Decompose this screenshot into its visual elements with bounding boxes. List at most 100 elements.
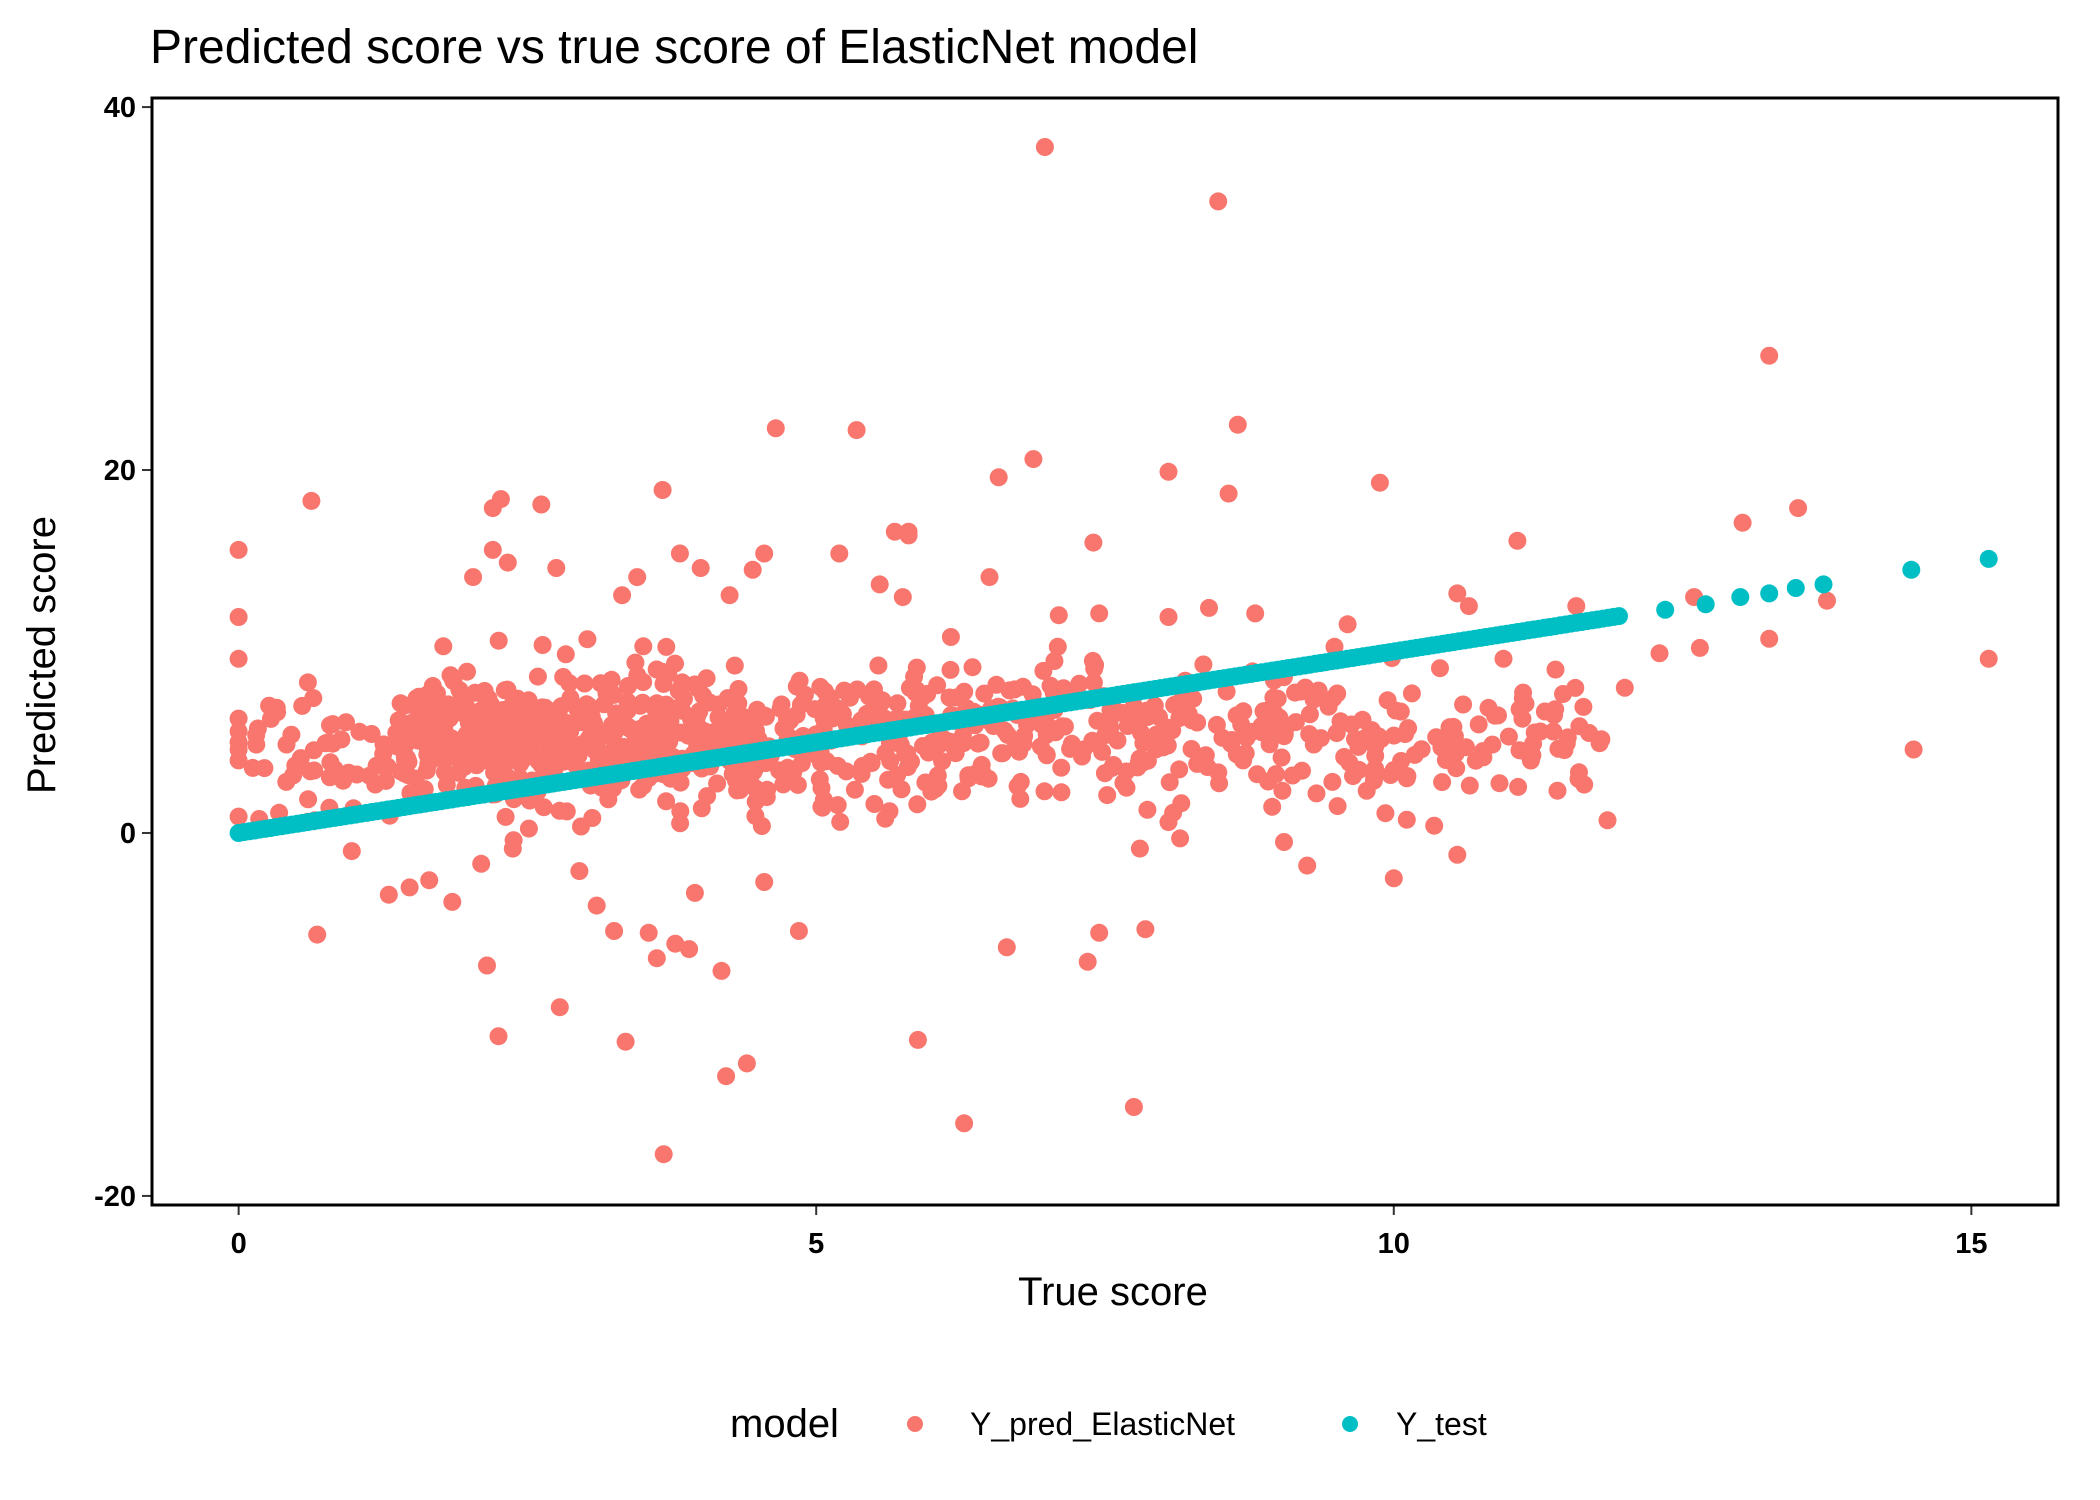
data-point-y-pred-elasticnet: [997, 938, 1016, 957]
data-point-y-pred-elasticnet: [941, 628, 960, 646]
data-point-y-pred-elasticnet: [1460, 776, 1479, 795]
data-point-y-pred-elasticnet: [293, 696, 312, 715]
data-point-y-pred-elasticnet: [301, 762, 320, 781]
data-point-y-pred-elasticnet: [1283, 766, 1302, 785]
data-point-y-pred-elasticnet: [409, 700, 427, 719]
data-point-y-pred-elasticnet: [973, 763, 992, 782]
data-point-y-pred-elasticnet: [892, 780, 911, 799]
data-point-y-pred-elasticnet: [789, 922, 808, 940]
data-point-y-pred-elasticnet: [647, 660, 666, 679]
data-point-y-pred-elasticnet: [1733, 513, 1752, 532]
data-point-y-test: [1696, 595, 1715, 614]
data-point-y-pred-elasticnet: [1035, 782, 1054, 801]
data-point-y-pred-elasticnet: [547, 559, 566, 577]
data-point-y-pred-elasticnet: [1049, 606, 1068, 625]
data-point-y-pred-elasticnet: [400, 878, 419, 897]
data-point-y-pred-elasticnet: [1275, 833, 1293, 851]
data-point-y-pred-elasticnet: [1300, 705, 1319, 724]
data-point-y-pred-elasticnet: [914, 737, 932, 755]
data-point-y-pred-elasticnet: [888, 694, 907, 713]
data-point-y-pred-elasticnet: [577, 695, 596, 714]
data-point-y-pred-elasticnet: [691, 559, 710, 577]
data-point-y-pred-elasticnet: [675, 689, 693, 708]
data-point-y-pred-elasticnet: [1570, 763, 1588, 782]
data-point-y-pred-elasticnet: [685, 883, 704, 902]
data-point-y-pred-elasticnet: [229, 807, 248, 826]
data-point-y-pred-elasticnet: [653, 481, 672, 499]
data-point-y-pred-elasticnet: [1200, 598, 1218, 617]
data-point-y-pred-elasticnet: [1425, 816, 1444, 835]
data-point-y-pred-elasticnet: [1159, 719, 1178, 738]
data-point-y-pred-elasticnet: [1052, 758, 1071, 777]
data-point-y-pred-elasticnet: [654, 1145, 673, 1164]
data-point-y-pred-elasticnet: [267, 698, 286, 717]
data-point-y-pred-elasticnet: [1054, 679, 1073, 698]
data-point-y-pred-elasticnet: [1598, 811, 1617, 830]
data-point-y-pred-elasticnet: [631, 696, 650, 715]
data-point-y-pred-elasticnet: [1650, 644, 1669, 663]
data-point-y-pred-elasticnet: [975, 684, 994, 703]
data-point-y-pred-elasticnet: [1159, 608, 1178, 626]
data-point-y-pred-elasticnet: [1264, 688, 1283, 707]
data-point-y-pred-elasticnet: [291, 749, 310, 768]
data-point-y-pred-elasticnet: [1248, 765, 1267, 784]
data-point-y-pred-elasticnet: [474, 726, 493, 745]
data-point-y-pred-elasticnet: [1210, 774, 1229, 793]
data-point-y-test: [1656, 600, 1675, 619]
data-point-y-pred-elasticnet: [528, 667, 547, 686]
y-tick-label: 40: [104, 92, 136, 124]
data-point-y-pred-elasticnet: [489, 1027, 508, 1046]
data-point-y-pred-elasticnet: [835, 681, 854, 700]
data-point-y-pred-elasticnet: [418, 745, 437, 764]
data-point-y-pred-elasticnet: [1171, 829, 1190, 848]
data-point-y-pred-elasticnet: [628, 666, 647, 685]
data-point-y-pred-elasticnet: [730, 728, 748, 747]
data-point-y-pred-elasticnet: [795, 685, 814, 704]
data-point-y-pred-elasticnet: [1159, 813, 1178, 832]
data-point-y-pred-elasticnet: [755, 873, 774, 891]
data-point-y-pred-elasticnet: [1328, 797, 1347, 816]
data-point-y-pred-elasticnet: [1304, 690, 1323, 709]
data-point-y-pred-elasticnet: [657, 637, 676, 656]
legend-key-y-test: [1342, 1416, 1358, 1432]
data-point-y-pred-elasticnet: [1209, 192, 1228, 211]
data-point-y-pred-elasticnet: [325, 760, 344, 779]
data-point-y-pred-elasticnet: [1323, 772, 1342, 791]
data-point-y-pred-elasticnet: [229, 649, 248, 668]
data-point-y-pred-elasticnet: [908, 795, 927, 814]
data-point-y-pred-elasticnet: [424, 712, 443, 731]
data-point-y-pred-elasticnet: [1070, 674, 1089, 693]
data-point-y-pred-elasticnet: [459, 713, 478, 732]
data-point-y-pred-elasticnet: [572, 817, 590, 836]
data-point-y-pred-elasticnet: [1535, 702, 1554, 721]
chart-title: Predicted score vs true score of Elastic…: [150, 21, 1198, 74]
data-point-y-pred-elasticnet: [1344, 767, 1362, 786]
data-point-y-pred-elasticnet: [534, 798, 553, 817]
data-point-y-pred-elasticnet: [643, 735, 662, 754]
data-point-y-pred-elasticnet: [599, 790, 618, 809]
data-point-y-pred-elasticnet: [712, 961, 731, 980]
data-point-y-pred-elasticnet: [1103, 758, 1121, 777]
data-point-y-pred-elasticnet: [533, 636, 552, 654]
data-point-y-pred-elasticnet: [1228, 415, 1247, 434]
data-point-y-pred-elasticnet: [1448, 584, 1467, 603]
data-point-y-pred-elasticnet: [243, 758, 262, 777]
data-point-y-pred-elasticnet: [532, 495, 551, 514]
data-point-y-pred-elasticnet: [481, 695, 500, 714]
data-point-y-pred-elasticnet: [1494, 649, 1513, 668]
data-point-y-pred-elasticnet: [1440, 718, 1459, 737]
data-point-y-pred-elasticnet: [456, 738, 475, 757]
data-point-y-pred-elasticnet: [1090, 923, 1109, 942]
data-point-y-pred-elasticnet: [1100, 712, 1119, 731]
data-point-y-pred-elasticnet: [1272, 748, 1291, 767]
data-point-y-pred-elasticnet: [498, 680, 517, 699]
data-point-y-pred-elasticnet: [1469, 715, 1488, 734]
data-point-y-pred-elasticnet: [1045, 652, 1064, 670]
data-point-y-pred-elasticnet: [1818, 591, 1836, 610]
data-point-y-pred-elasticnet: [770, 761, 789, 780]
data-point-y-pred-elasticnet: [708, 774, 727, 793]
data-point-y-pred-elasticnet: [529, 726, 548, 745]
data-point-y-pred-elasticnet: [899, 522, 918, 541]
data-point-y-pred-elasticnet: [1273, 781, 1292, 800]
data-point-y-pred-elasticnet: [299, 790, 318, 809]
